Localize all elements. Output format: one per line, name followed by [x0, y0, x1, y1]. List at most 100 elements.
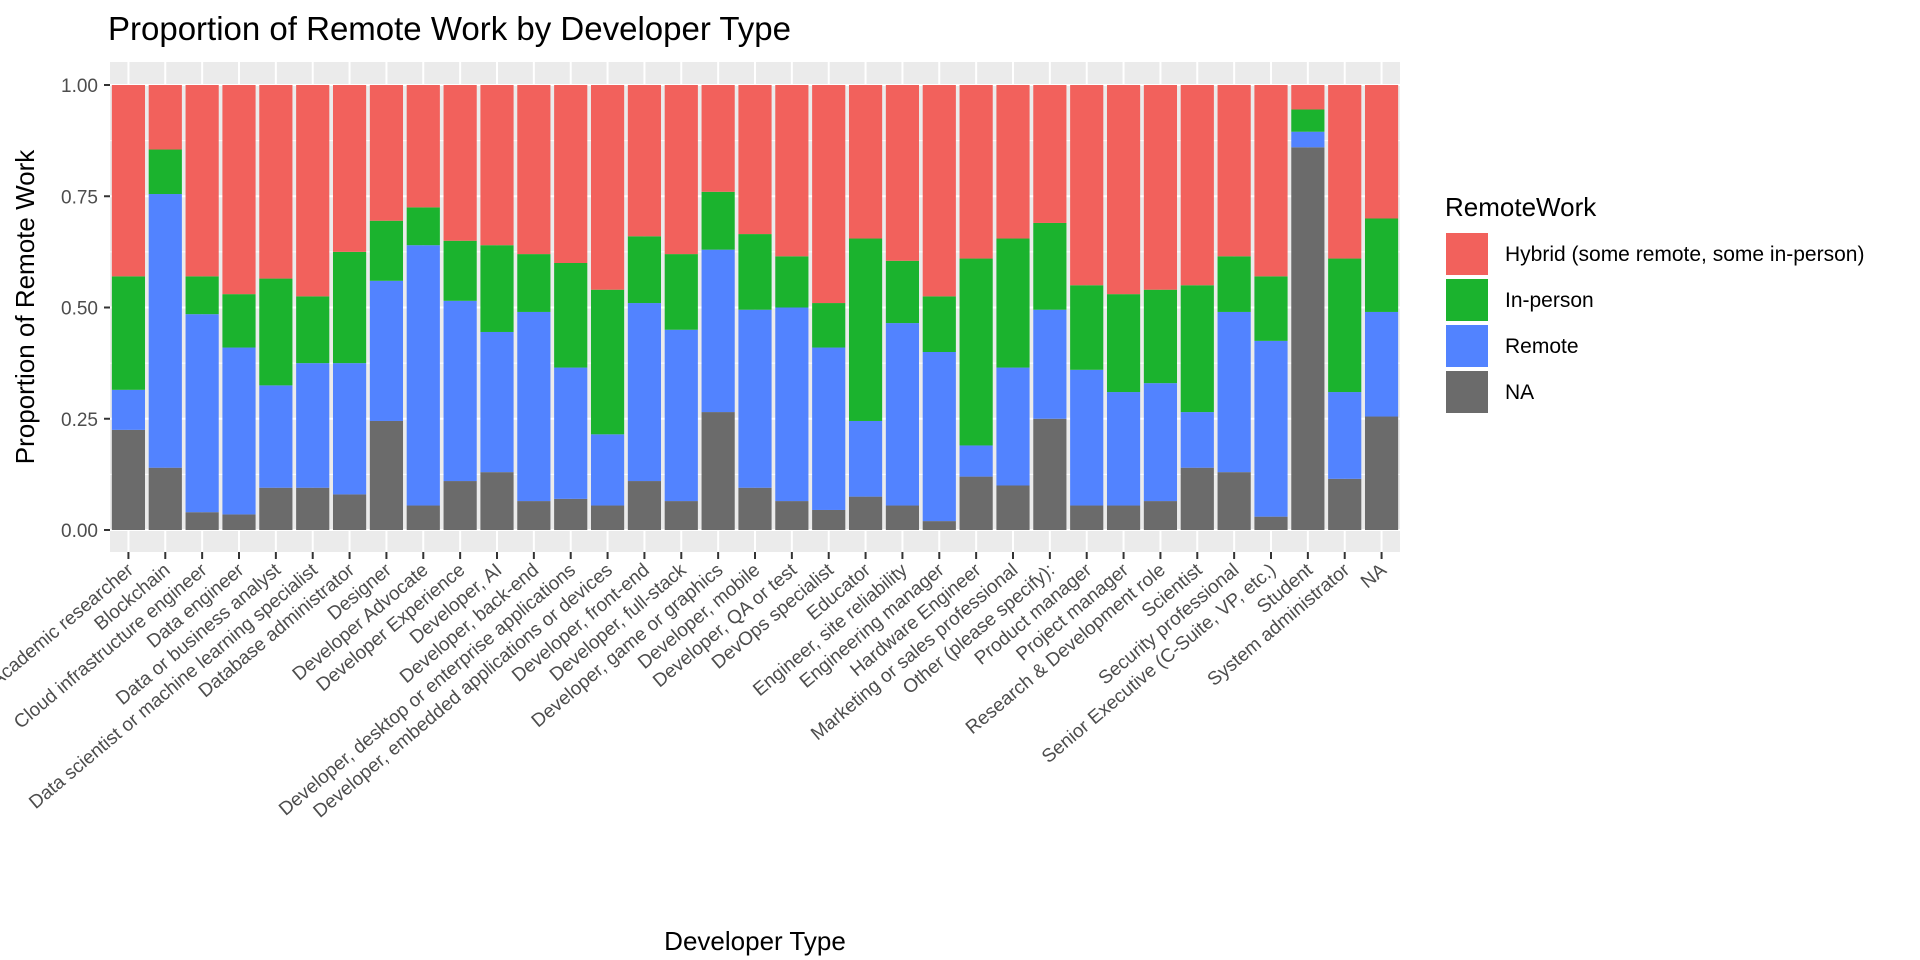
bar-segment [959, 476, 993, 530]
bar-segment [406, 505, 440, 530]
bar-segment [996, 485, 1030, 530]
bar-segment [185, 85, 219, 277]
bar-segment [738, 234, 772, 310]
bar-segment [406, 245, 440, 506]
bar-segment [885, 505, 920, 530]
bar-segment [885, 323, 920, 506]
bar-segment [296, 487, 330, 530]
bar-segment [332, 251, 367, 364]
bar-segment [1180, 85, 1214, 286]
bar-segment [517, 501, 551, 530]
bar-segment [369, 420, 404, 530]
legend: RemoteWork Hybrid (some remote, some in-… [1444, 192, 1864, 415]
bar-segment [701, 85, 735, 192]
bar-segment [701, 249, 735, 413]
bar-segment [701, 412, 735, 530]
bar-segment [554, 263, 588, 368]
chart-title: Proportion of Remote Work by Developer T… [108, 10, 791, 47]
bar-segment [1254, 340, 1288, 517]
bar-segment [627, 236, 662, 304]
bar-segment [1254, 276, 1288, 341]
bar-segment [222, 85, 256, 295]
bar-segment [664, 85, 698, 255]
bar-segment [443, 240, 477, 301]
bar-segment [812, 85, 846, 304]
bar-segment [1033, 222, 1067, 310]
legend-label: NA [1505, 381, 1534, 404]
bar-segment [812, 303, 846, 348]
bar-segment [848, 496, 883, 530]
bar-segment [848, 420, 883, 497]
bar-segment [627, 303, 662, 482]
bar-segment [480, 331, 514, 473]
bar-segment [996, 85, 1030, 239]
bar-segment [259, 85, 293, 279]
y-tick-label: 0.00 [61, 521, 98, 542]
bar-segment [369, 280, 404, 421]
bar-segment [148, 467, 182, 530]
bar-segment [185, 276, 219, 315]
legend-key [1444, 231, 1490, 277]
y-tick-label: 0.25 [61, 410, 98, 431]
legend-label: Remote [1505, 335, 1579, 358]
bar-segment [1328, 258, 1362, 393]
bar-segment [738, 309, 772, 488]
legend-key [1444, 323, 1490, 369]
bar-segment [517, 85, 551, 255]
bars [111, 85, 1399, 531]
bar-segment [1254, 516, 1288, 530]
bar-segment [480, 85, 514, 246]
bar-segment [148, 194, 182, 468]
bar-segment [1180, 467, 1214, 530]
bar-segment [1070, 505, 1104, 530]
bar-segment [1143, 289, 1178, 384]
bar-segment [111, 389, 146, 430]
bar-segment [812, 509, 846, 530]
bar-segment [296, 296, 330, 364]
bar-segment [885, 85, 920, 261]
bar-segment [148, 85, 182, 150]
bar-segment [1033, 85, 1067, 223]
bar-segment [259, 487, 293, 530]
y-tick-label: 0.50 [61, 299, 98, 320]
bar-segment [111, 276, 146, 390]
bar-segment [1180, 412, 1214, 468]
bar-segment [1033, 309, 1067, 419]
y-tick-label: 1.00 [61, 76, 98, 97]
bar-segment [848, 85, 883, 239]
bar-segment [406, 85, 440, 208]
bar-segment [554, 85, 588, 263]
bar-segment [554, 367, 588, 499]
bar-segment [406, 207, 440, 246]
bar-segment [664, 254, 698, 330]
bar-segment [443, 300, 477, 482]
bar-segment [1106, 505, 1141, 530]
bar-segment [959, 445, 993, 477]
bar-segment [1328, 392, 1362, 479]
bar-segment [332, 85, 367, 252]
bar-segment [959, 85, 993, 259]
bar-segment [627, 481, 662, 530]
bar-segment [1070, 285, 1104, 370]
bar-segment [1106, 294, 1141, 393]
y-axis-title: Proportion of Remote Work [10, 149, 40, 465]
bar-segment [1217, 311, 1251, 473]
bar-segment [1143, 85, 1178, 290]
bar-segment [296, 85, 330, 297]
bar-segment [222, 347, 256, 515]
bar-segment [590, 289, 625, 435]
bar-segment [111, 85, 146, 277]
bar-segment [922, 521, 956, 530]
bar-segment [775, 307, 809, 502]
bar-segment [590, 85, 625, 290]
bar-segment [922, 85, 956, 297]
bar-segment [922, 352, 956, 522]
bar-segment [1291, 109, 1325, 132]
legend-title: RemoteWork [1445, 192, 1597, 222]
bar-segment [627, 85, 662, 237]
y-axis: 0.00 0.25 0.50 0.75 1.00 [61, 76, 110, 542]
bar-segment [959, 258, 993, 446]
bar-segment [148, 149, 182, 195]
bar-segment [222, 294, 256, 348]
